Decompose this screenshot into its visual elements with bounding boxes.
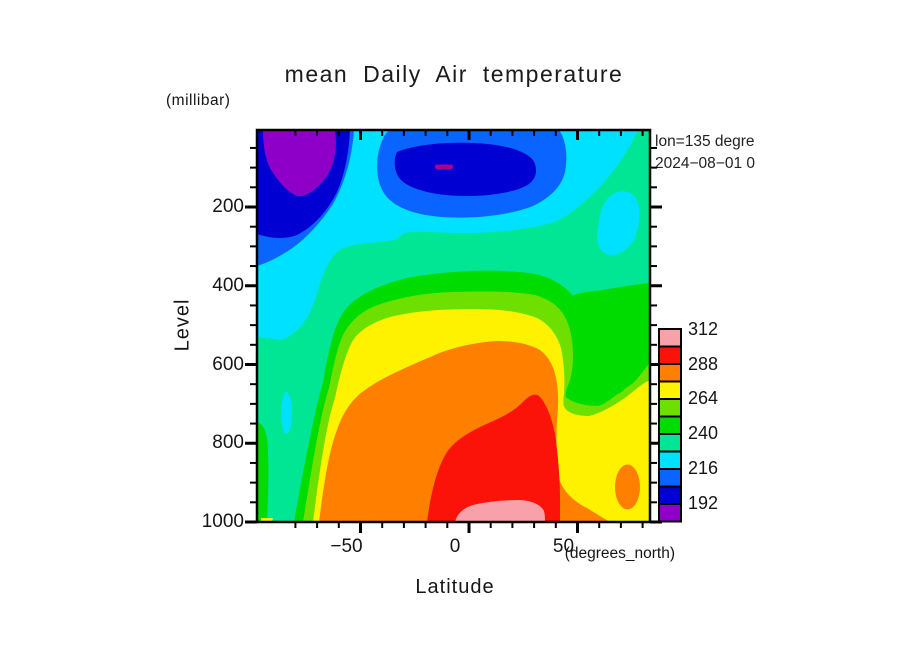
colorbar-cell (658, 380, 682, 400)
colorbar-cell (658, 345, 682, 365)
y-tick-label: 1000 (201, 511, 244, 532)
colorbar-cell (658, 415, 682, 435)
colorbar-label: 240 (688, 423, 719, 444)
contour-plot (245, 128, 662, 533)
colorbar-cell (658, 450, 682, 470)
x-tick-label: 0 (449, 536, 461, 557)
x-tick-label: −50 (330, 536, 363, 557)
colorbar-cell (658, 433, 682, 453)
colorbar-cell (658, 468, 682, 488)
x-axis-unit-label: (degrees_north) (564, 545, 675, 562)
colorbar-cell (658, 328, 682, 348)
y-tick-label: 600 (212, 353, 244, 375)
annotation-datetime: 2024−08−01 0 (655, 155, 755, 172)
colorbar-label: 288 (688, 353, 719, 374)
colorbar-cell (658, 503, 682, 523)
y-tick-label: 200 (212, 196, 244, 217)
y-tick-label: 400 (212, 274, 244, 296)
colorbar-cell (658, 485, 682, 505)
contour-field (257, 130, 650, 522)
colorbar-label: 264 (688, 388, 719, 409)
plot-frame (255, 128, 652, 524)
y-tick-label: 800 (212, 432, 244, 454)
colorbar-cell (658, 363, 682, 383)
colorbar (658, 328, 682, 523)
annotation-longitude: lon=135 degre (655, 133, 755, 150)
colorbar-label: 216 (688, 457, 719, 478)
y-axis-unit-label: (millibar) (166, 92, 231, 109)
annotation-block: lon=135 degre 2024−08−01 0 (655, 131, 805, 175)
x-tick-label: 50 (552, 536, 575, 557)
colorbar-label: 192 (688, 492, 719, 513)
chart-title: mean Daily Air temperature (284, 61, 624, 87)
x-axis-title: Latitude (415, 576, 495, 598)
y-axis-title: Level (171, 298, 194, 352)
colorbar-cell (658, 398, 682, 418)
colorbar-label: 312 (688, 319, 719, 339)
